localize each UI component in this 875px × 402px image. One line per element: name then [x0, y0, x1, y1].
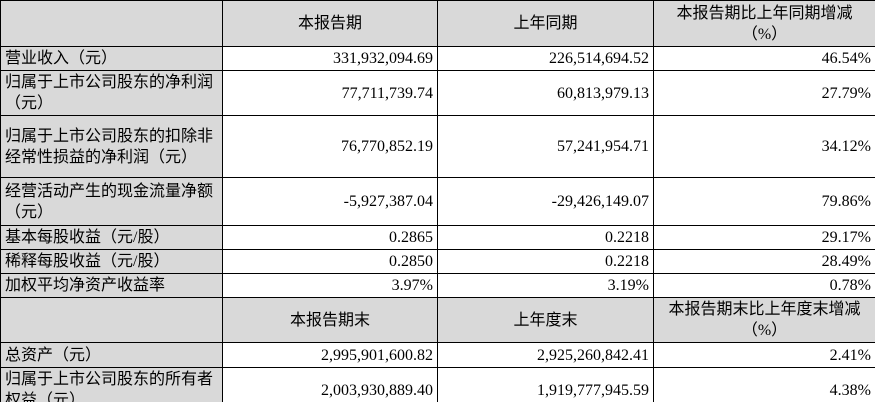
column-header-period-change-unit: （%）: [741, 25, 788, 43]
cell-current-value: 331,932,094.69: [222, 46, 438, 71]
table-row: 加权平均净资产收益率 3.97% 3.19% 0.78%: [0, 273, 875, 298]
cell-prior-value: 3.19%: [437, 273, 654, 298]
table-row: 稀释每股收益（元/股） 0.2850 0.2218 28.49%: [0, 249, 875, 274]
column-header-yearend-change-line1: 本报告期末比上年度末增减: [668, 301, 861, 318]
column-header-yearend-change: 本报告期末比上年度末增减 （%）: [653, 297, 875, 343]
column-header-period-change-line1: 本报告期比上年同期增减: [676, 4, 853, 22]
cell-change-value: 29.17%: [653, 225, 875, 250]
cell-prior-value: 1,919,777,945.59: [437, 367, 654, 402]
cell-change-value: 0.78%: [653, 273, 875, 298]
cell-prior-value: 57,241,954.71: [437, 115, 654, 178]
row-label-total-assets: 总资产（元）: [0, 342, 223, 368]
column-header-yearend-change-unit: （%）: [741, 322, 788, 339]
column-header-period-change: 本报告期比上年同期增减 （%）: [653, 0, 875, 47]
cell-current-value: 76,770,852.19: [222, 115, 438, 178]
table-row: 基本每股收益（元/股） 0.2865 0.2218 29.17%: [0, 225, 875, 250]
row-label-owners-equity: 归属于上市公司股东的所有者权益（元）: [0, 367, 223, 402]
cell-current-value: 77,711,739.74: [222, 70, 438, 116]
row-label-diluted-eps: 稀释每股收益（元/股）: [0, 249, 223, 274]
row-label-basic-eps: 基本每股收益（元/股）: [0, 225, 223, 250]
cell-change-value: 27.79%: [653, 70, 875, 116]
section2-header-row: 本报告期末 上年度末 本报告期末比上年度末增减 （%）: [0, 297, 875, 343]
header-empty-cell: [0, 297, 223, 343]
cell-change-value: 46.54%: [653, 46, 875, 71]
section1-header-row: 本报告期 上年同期 本报告期比上年同期增减 （%）: [0, 0, 875, 47]
header-empty-cell: [0, 0, 223, 47]
cell-current-value: 3.97%: [222, 273, 438, 298]
cell-change-value: 28.49%: [653, 249, 875, 274]
cell-current-value: -5,927,387.04: [222, 177, 438, 226]
cell-prior-value: 226,514,694.52: [437, 46, 654, 71]
column-header-prior-period: 上年同期: [437, 0, 654, 47]
cell-current-value: 2,995,901,600.82: [222, 342, 438, 368]
cell-current-value: 0.2850: [222, 249, 438, 274]
row-label-net-profit-excl-nonrecurring: 归属于上市公司股东的扣除非经常性损益的净利润（元）: [0, 115, 223, 178]
table-row: 归属于上市公司股东的扣除非经常性损益的净利润（元） 76,770,852.19 …: [0, 115, 875, 178]
column-header-prior-year-end: 上年度末: [437, 297, 654, 343]
row-label-weighted-avg-roe: 加权平均净资产收益率: [0, 273, 223, 298]
cell-change-value: 4.38%: [653, 367, 875, 402]
cell-prior-value: 0.2218: [437, 249, 654, 274]
cell-current-value: 2,003,930,889.40: [222, 367, 438, 402]
cell-prior-value: 0.2218: [437, 225, 654, 250]
table-row: 归属于上市公司股东的净利润（元） 77,711,739.74 60,813,97…: [0, 70, 875, 116]
cell-prior-value: 60,813,979.13: [437, 70, 654, 116]
cell-prior-value: -29,426,149.07: [437, 177, 654, 226]
cell-current-value: 0.2865: [222, 225, 438, 250]
row-label-net-profit: 归属于上市公司股东的净利润（元）: [0, 70, 223, 116]
cell-change-value: 2.41%: [653, 342, 875, 368]
table-row: 归属于上市公司股东的所有者权益（元） 2,003,930,889.40 1,91…: [0, 367, 875, 402]
column-header-current-period: 本报告期: [222, 0, 438, 47]
table-row: 营业收入（元） 331,932,094.69 226,514,694.52 46…: [0, 46, 875, 71]
row-label-operating-cash-flow: 经营活动产生的现金流量净额（元）: [0, 177, 223, 226]
row-label-operating-revenue: 营业收入（元）: [0, 46, 223, 71]
cell-prior-value: 2,925,260,842.41: [437, 342, 654, 368]
cell-change-value: 79.86%: [653, 177, 875, 226]
cell-change-value: 34.12%: [653, 115, 875, 178]
column-header-period-end: 本报告期末: [222, 297, 438, 343]
table-row: 总资产（元） 2,995,901,600.82 2,925,260,842.41…: [0, 342, 875, 368]
table-row: 经营活动产生的现金流量净额（元） -5,927,387.04 -29,426,1…: [0, 177, 875, 226]
